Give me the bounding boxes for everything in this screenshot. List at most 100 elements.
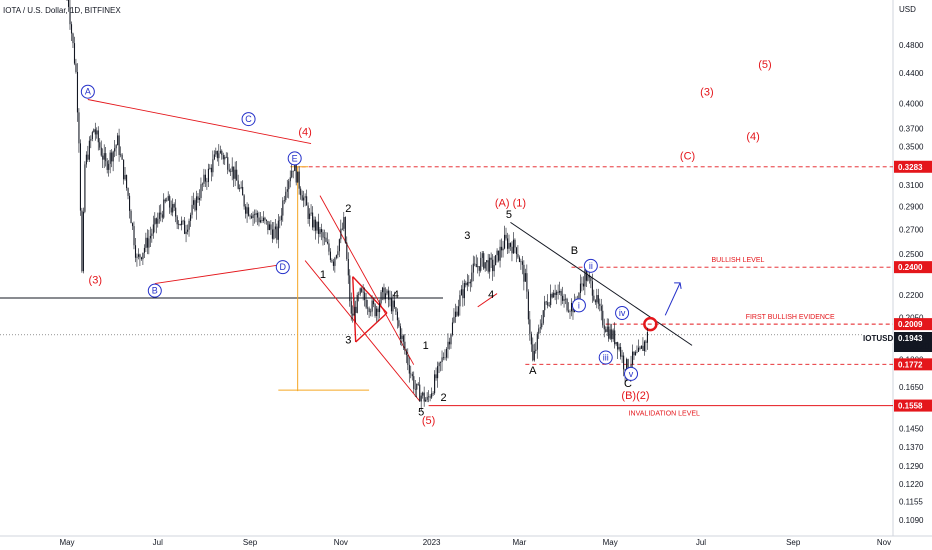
- candle-body: [209, 167, 211, 169]
- candle-body: [184, 220, 186, 234]
- candle-body: [429, 396, 431, 398]
- level-label: BULLISH LEVEL: [711, 257, 764, 264]
- candle-body: [581, 283, 583, 285]
- candle-body: [337, 251, 339, 256]
- candle-body: [380, 292, 382, 304]
- candle-body: [261, 220, 263, 221]
- candle-body: [283, 200, 285, 201]
- wave-label-circled: A: [85, 87, 91, 97]
- candle-body: [615, 342, 617, 345]
- wave-label-circled: C: [245, 114, 252, 124]
- price-tag-label: 0.2009: [898, 320, 923, 329]
- candle-body: [493, 265, 495, 272]
- y-tick-label: 0.4000: [899, 99, 924, 108]
- candle-body: [146, 237, 148, 248]
- candle-body: [139, 254, 141, 258]
- candle-body: [614, 330, 616, 345]
- wave-label-black: 2: [440, 392, 446, 404]
- candle-body: [457, 306, 459, 316]
- candle-body: [468, 282, 470, 284]
- candle-body: [565, 298, 567, 300]
- candle-body: [228, 169, 230, 172]
- candle-body: [474, 263, 476, 265]
- candle-body: [131, 223, 134, 227]
- candle-body: [152, 224, 154, 234]
- candle-body: [151, 233, 153, 236]
- candle-body: [484, 262, 486, 269]
- candle-body: [512, 239, 515, 254]
- candle-body: [489, 257, 491, 272]
- wave-label-black: 1: [320, 269, 326, 281]
- candle-body: [593, 295, 595, 301]
- candle-body: [506, 238, 509, 249]
- wave-label-red: (A) (1): [495, 198, 526, 210]
- candle-body: [289, 177, 291, 182]
- candle-body: [389, 298, 391, 300]
- candle-body: [334, 257, 336, 266]
- candle-body: [509, 243, 512, 247]
- candle-body: [188, 220, 190, 230]
- candle-body: [328, 243, 330, 252]
- horizontal-levels: BULLISH LEVEL FIRST BULLISH EVIDENCE INVAL…: [0, 166, 893, 418]
- candle-body: [145, 237, 147, 248]
- candle-body: [584, 269, 586, 287]
- wave-label-black: 2: [345, 203, 351, 215]
- candle-body: [356, 294, 358, 313]
- candle-body: [304, 196, 306, 198]
- candle-body: [591, 281, 593, 296]
- candle-body: [387, 290, 390, 300]
- candle-body: [88, 140, 90, 160]
- wave-label-circled: iii: [603, 353, 609, 363]
- candle-body: [487, 260, 489, 272]
- candle-body: [160, 212, 162, 215]
- candle-body: [256, 212, 259, 218]
- candle-body: [178, 223, 180, 225]
- candle-body: [364, 292, 366, 300]
- y-tick-label: 0.4800: [899, 41, 924, 50]
- candle-body: [530, 333, 532, 345]
- candle-body: [66, 0, 68, 1]
- wedge-top-line: [352, 276, 388, 314]
- candle-body: [267, 220, 269, 230]
- candle-body: [417, 383, 419, 385]
- wave-label-circled: i: [578, 300, 580, 310]
- candle-body: [82, 211, 84, 272]
- wave-labels: (3) (4) (5) (A) (1) (B)(2) (C) (3) (4) (5) 2 1 3 4 1 5…: [80, 59, 772, 427]
- candle-body: [203, 174, 205, 184]
- candle-body: [566, 298, 568, 311]
- candle-body: [245, 206, 247, 214]
- currency-label: USD: [899, 5, 916, 14]
- x-tick-label: May: [59, 538, 74, 547]
- candle-body: [280, 215, 282, 221]
- candle-body: [612, 330, 614, 340]
- candle-body: [291, 170, 293, 178]
- candle-body: [274, 226, 276, 230]
- candle-body: [532, 344, 534, 361]
- candle-body: [310, 212, 312, 214]
- candle-body: [553, 292, 555, 298]
- candle-body: [297, 171, 299, 183]
- candle-body: [134, 245, 137, 258]
- candle-body: [374, 304, 376, 317]
- candle-body: [596, 295, 598, 303]
- candle-body: [420, 395, 422, 402]
- candle-body: [240, 186, 242, 188]
- candle-body: [459, 295, 461, 307]
- candle-body: [514, 239, 516, 248]
- candle-body: [585, 269, 587, 281]
- candle-body: [282, 200, 284, 216]
- candle-body: [399, 326, 401, 339]
- candle-body: [499, 246, 501, 261]
- wave-label-red: (3): [700, 87, 713, 99]
- candle-body: [377, 308, 379, 313]
- candle-body: [472, 263, 474, 273]
- candle-body: [371, 300, 373, 312]
- candle-body: [331, 259, 333, 262]
- candle-body: [498, 250, 500, 261]
- candle-body: [413, 376, 415, 389]
- candle-body: [578, 293, 580, 303]
- candle-body: [588, 275, 590, 278]
- candle-body: [246, 207, 248, 214]
- candle-body: [87, 154, 89, 160]
